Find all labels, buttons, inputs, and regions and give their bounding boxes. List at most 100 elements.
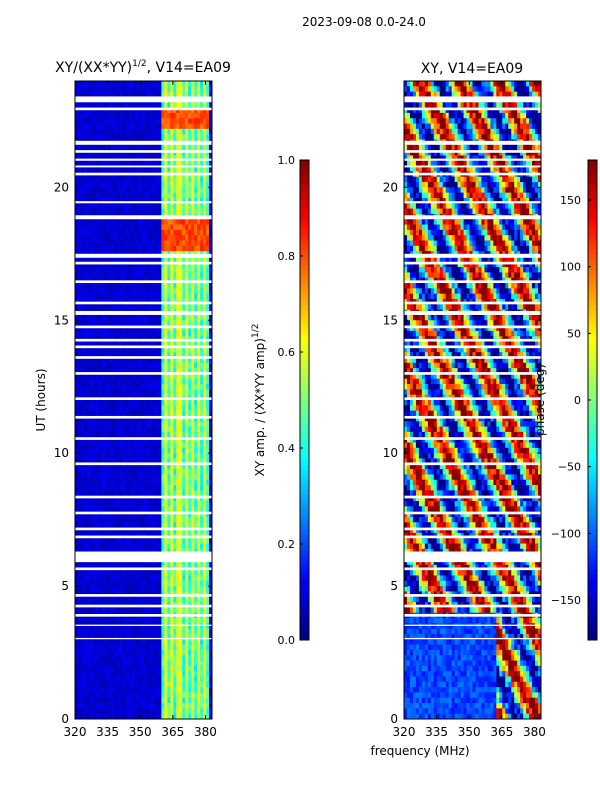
heatmap-cell	[200, 155, 204, 162]
heatmap-cell	[146, 325, 150, 332]
heatmap-cell	[152, 458, 156, 465]
heatmap-cell	[185, 538, 189, 544]
heatmap-cell	[128, 506, 132, 513]
heatmap-cell	[182, 575, 186, 582]
heatmap-cell	[197, 516, 201, 523]
heatmap-cell	[125, 495, 130, 502]
heatmap-cell	[104, 511, 109, 518]
heatmap-cell	[77, 649, 82, 656]
heatmap-cell	[77, 437, 82, 443]
heatmap-cell	[176, 203, 180, 209]
heatmap-cell	[194, 575, 198, 582]
heatmap-cell	[95, 357, 100, 364]
heatmap-cell	[158, 522, 162, 528]
heatmap-cell	[191, 219, 195, 225]
heatmap-cell	[104, 623, 109, 630]
heatmap-cell	[122, 495, 127, 502]
heatmap-cell	[137, 187, 141, 194]
heatmap-cell	[182, 357, 186, 364]
heatmap-cell	[95, 325, 100, 332]
heatmap-cell	[143, 623, 147, 630]
heatmap-cell	[155, 426, 159, 433]
heatmap-cell	[179, 431, 183, 438]
heatmap-cell	[113, 623, 118, 630]
heatmap-cell	[203, 389, 207, 396]
heatmap-cell	[179, 160, 183, 167]
heatmap-cell	[176, 182, 180, 188]
heatmap-cell	[149, 352, 153, 358]
heatmap-cell	[101, 378, 106, 385]
heatmap-cell	[89, 522, 94, 528]
heatmap-cell	[83, 362, 88, 369]
heatmap-cell	[110, 580, 115, 587]
heatmap-cell	[209, 410, 213, 417]
heatmap-cell	[179, 144, 183, 151]
heatmap-cell	[110, 501, 115, 507]
heatmap-cell	[206, 442, 210, 449]
heatmap-cell	[176, 538, 180, 544]
heatmap-cell	[110, 240, 115, 247]
heatmap-cell	[188, 187, 192, 194]
heatmap-cell	[194, 357, 198, 364]
heatmap-cell	[137, 431, 141, 438]
heatmap-cell	[206, 160, 210, 167]
heatmap-cell	[134, 283, 138, 289]
heatmap-cell	[77, 623, 82, 630]
heatmap-cell	[167, 203, 171, 209]
heatmap-cell	[92, 543, 97, 550]
heatmap-cell	[86, 128, 91, 135]
heatmap-cell	[149, 91, 153, 98]
heatmap-cell	[200, 176, 204, 183]
heatmap-cell	[170, 570, 174, 576]
heatmap-cell	[107, 644, 112, 651]
heatmap-cell	[194, 134, 198, 140]
heatmap-cell	[107, 389, 112, 396]
heatmap-cell	[182, 479, 186, 486]
heatmap-cell	[101, 447, 106, 454]
heatmap-cell	[131, 522, 135, 528]
heatmap-cell	[167, 617, 171, 624]
heatmap-cell	[158, 112, 162, 119]
heatmap-cell	[104, 378, 109, 385]
heatmap-cell	[128, 288, 132, 295]
heatmap-cell	[176, 516, 180, 523]
heatmap-cell	[209, 437, 213, 443]
heatmap-cell	[113, 570, 118, 576]
heatmap-cell	[137, 655, 141, 661]
heatmap-cell	[119, 187, 124, 194]
heatmap-cell	[197, 102, 201, 108]
heatmap-cell	[107, 144, 112, 151]
heatmap-cell	[200, 293, 204, 300]
heatmap-cell	[173, 649, 177, 656]
heatmap-cell	[158, 516, 162, 523]
heatmap-cell	[122, 166, 127, 172]
heatmap-cell	[95, 102, 100, 108]
heatmap-cell	[140, 469, 144, 475]
heatmap-cell	[155, 649, 159, 656]
heatmap-cell	[80, 506, 85, 513]
heatmap-cell	[206, 144, 210, 151]
heatmap-cell	[152, 495, 156, 502]
heatmap-cell	[188, 405, 192, 412]
heatmap-cell	[110, 490, 115, 497]
heatmap-cell	[140, 442, 144, 449]
heatmap-cell	[107, 538, 112, 544]
heatmap-cell	[89, 203, 94, 209]
heatmap-cell	[206, 437, 210, 443]
heatmap-cell	[77, 203, 82, 209]
heatmap-cell	[75, 649, 79, 656]
heatmap-cell	[113, 501, 118, 507]
heatmap-cell	[209, 570, 213, 576]
heatmap-cell	[182, 410, 186, 417]
heatmap-cell	[203, 384, 207, 390]
heatmap-cell	[182, 182, 186, 188]
heatmap-cell	[89, 314, 94, 321]
heatmap-cell	[146, 288, 150, 295]
heatmap-cell	[179, 91, 183, 98]
heatmap-cell	[140, 453, 144, 459]
heatmap-cell	[134, 378, 138, 385]
heatmap-cell	[104, 346, 109, 353]
heatmap-cell	[200, 182, 204, 188]
heatmap-cell	[203, 463, 207, 470]
heatmap-cell	[77, 283, 82, 289]
